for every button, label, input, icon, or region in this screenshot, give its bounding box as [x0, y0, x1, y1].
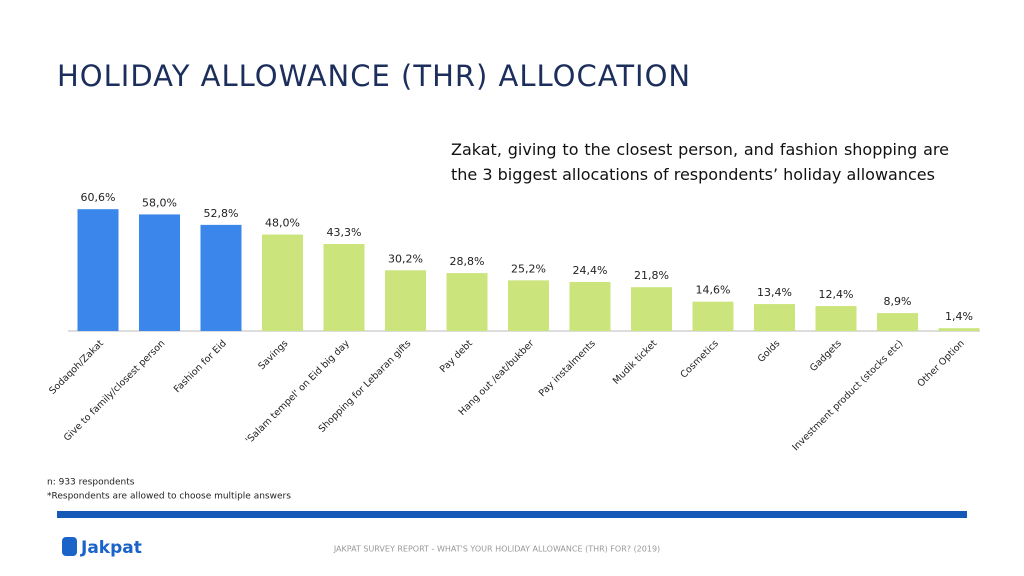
x-tick-label: Cosmetics: [678, 338, 720, 380]
bar: [385, 270, 426, 331]
value-label: 21,8%: [634, 269, 669, 282]
bar: [877, 313, 918, 331]
bar: [815, 306, 857, 331]
x-tick-label: Gadgets: [808, 338, 844, 374]
value-label: 28,8%: [450, 255, 485, 268]
value-label: 30,2%: [388, 252, 423, 265]
bar: [323, 243, 365, 331]
value-label: 58,0%: [142, 196, 177, 209]
value-label: 1,4%: [945, 310, 973, 323]
bar: [446, 273, 488, 331]
annotation: Zakat, giving to the closest person, and…: [451, 140, 949, 184]
bar: [200, 224, 242, 331]
note: *Respondents are allowed to choose multi…: [47, 492, 291, 502]
value-label: 8,9%: [884, 295, 912, 308]
x-tick-label: 'Salam tempel' on Eid big day: [244, 338, 352, 446]
value-label: 13,4%: [757, 286, 792, 299]
bar: [262, 234, 303, 331]
bar: [692, 301, 734, 331]
x-tick-label: Fashion for Eid: [172, 338, 229, 395]
value-label: 43,3%: [327, 226, 362, 239]
value-label: 25,2%: [511, 262, 546, 275]
logo: Jakpat: [80, 538, 142, 558]
footer-bar: [57, 511, 967, 518]
x-tick-label: Other Option: [915, 338, 966, 389]
value-label: 48,0%: [265, 217, 300, 230]
value-label: 12,4%: [819, 288, 854, 301]
value-label: 14,6%: [696, 284, 731, 297]
x-tick-label: Pay debt: [438, 338, 475, 375]
value-label: 52,8%: [204, 207, 239, 220]
x-tick-label: Pay instalments: [537, 338, 598, 399]
bar: [139, 214, 180, 331]
x-tick-label: Savings: [256, 338, 290, 372]
bar: [938, 328, 980, 331]
x-tick-label: Give to family/closest person: [62, 338, 168, 444]
x-tick-label: Investment product (stocks etc): [790, 338, 905, 453]
value-label: 24,4%: [573, 264, 608, 277]
note: n: 933 respondents: [47, 478, 135, 488]
bar: [77, 209, 119, 331]
x-tick-label: Mudik ticket: [611, 338, 660, 387]
bar: [754, 304, 795, 331]
x-tick-label: Golds: [756, 338, 783, 365]
bar: [631, 287, 672, 331]
logo-icon: [62, 537, 77, 556]
value-label: 60,6%: [81, 191, 116, 204]
bar: [569, 281, 611, 331]
footer-text: JAKPAT SURVEY REPORT - WHAT'S YOUR HOLID…: [333, 545, 660, 554]
bar: [508, 280, 549, 331]
chart-title: HOLIDAY ALLOWANCE (THR) ALLOCATION: [57, 59, 691, 93]
x-tick-label: Sodaqoh/Zakat: [47, 338, 106, 397]
